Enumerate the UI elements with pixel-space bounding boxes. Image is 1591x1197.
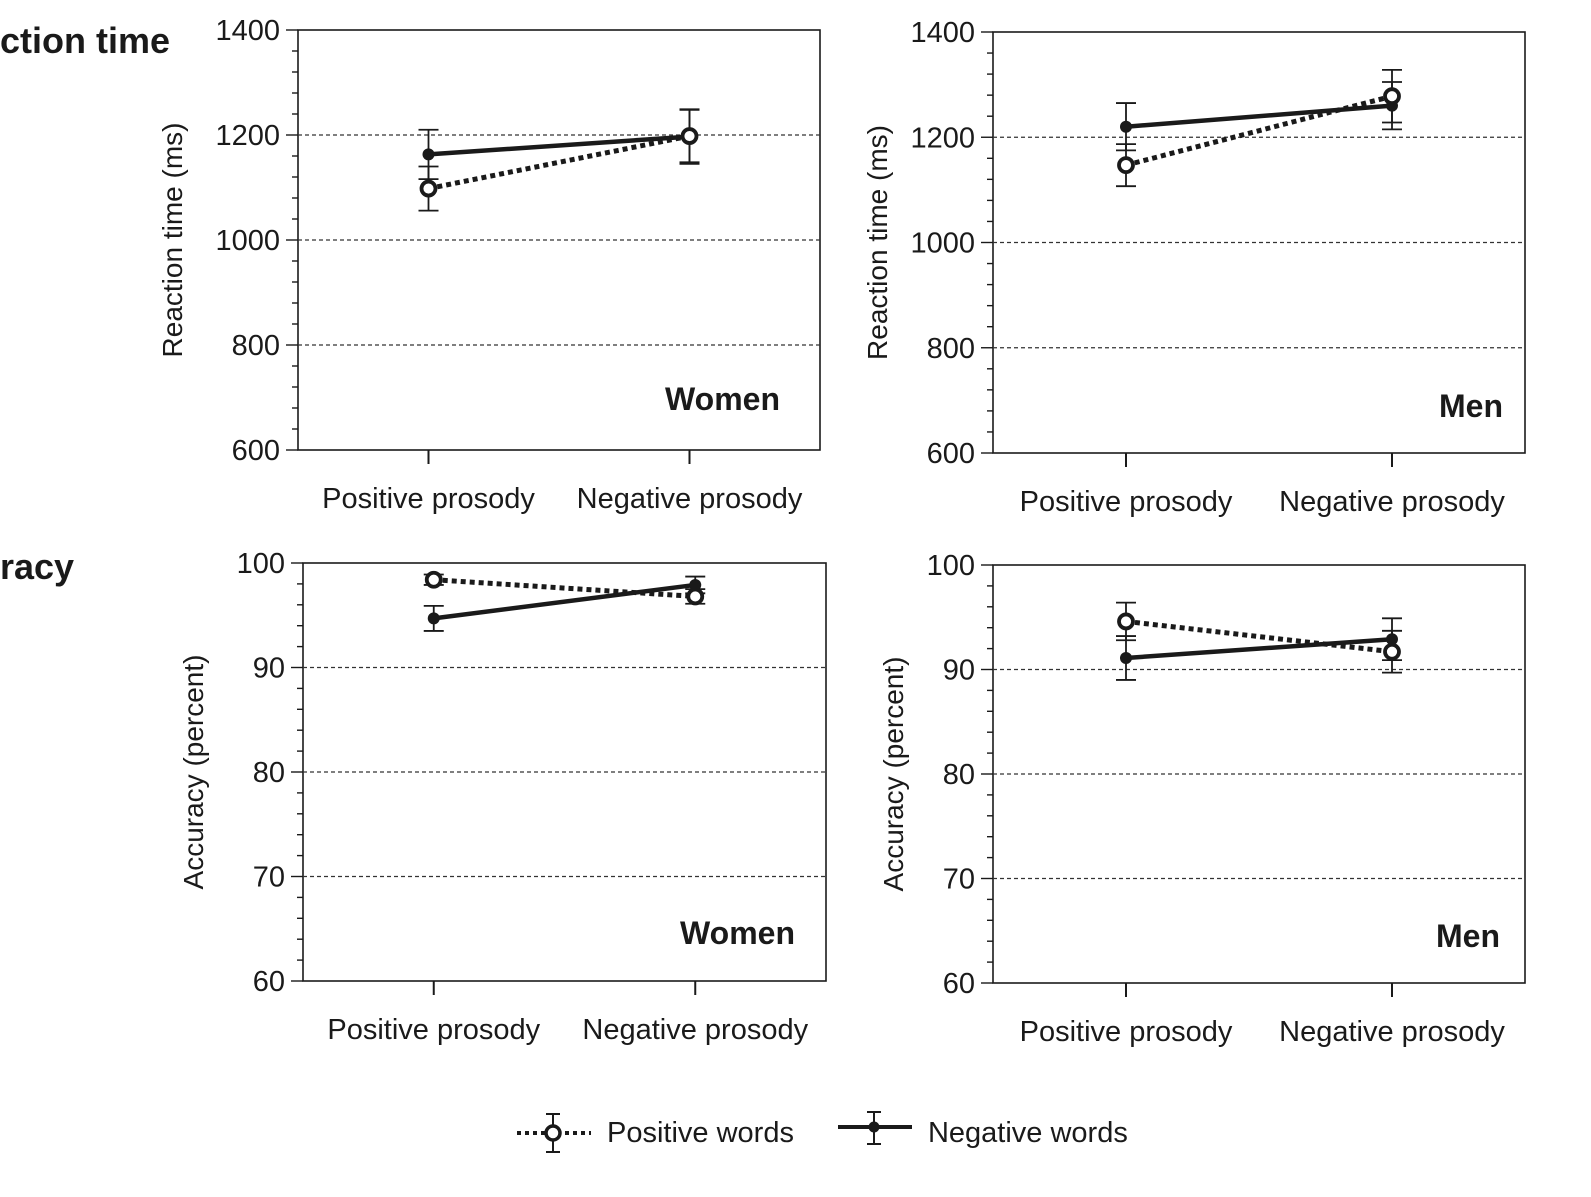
- chart-panel-3: [981, 564, 1526, 997]
- y-tick-label: 1000: [215, 225, 280, 257]
- data-point-negative-words: [422, 148, 435, 161]
- chart-panel-2: [291, 562, 827, 995]
- y-tick-label: 70: [943, 864, 975, 896]
- y-tick-label: 600: [927, 438, 975, 470]
- row-label-accuracy: racy: [0, 546, 75, 587]
- y-tick-label: 100: [237, 548, 285, 580]
- y-tick-label: 800: [232, 330, 280, 362]
- y-tick-label: 1400: [215, 15, 280, 47]
- y-tick-label: 1200: [215, 120, 280, 152]
- y-tick-label: 60: [253, 966, 285, 998]
- legend-item-negative-words: Negative words: [836, 1111, 1128, 1155]
- chart-legend: Positive words Negative words: [515, 1108, 1170, 1158]
- legend-item-positive-words: Positive words: [515, 1111, 794, 1155]
- y-axis-label: Accuracy (percent): [178, 655, 209, 890]
- y-tick-label: 100: [927, 550, 975, 582]
- series-line-negative-words: [1125, 103, 1393, 129]
- series-line-negative-words: [1125, 636, 1393, 661]
- x-tick-label: Positive prosody: [322, 483, 535, 515]
- y-axis-label: Accuracy (percent): [878, 657, 909, 892]
- series-line-positive-words: [1125, 93, 1393, 168]
- y-axis-label: Reaction time (ms): [862, 125, 893, 360]
- panel-title: Men: [1436, 918, 1500, 954]
- data-point-positive-words: [424, 570, 443, 589]
- y-tick-label: 70: [253, 862, 285, 894]
- y-tick-label: 800: [927, 333, 975, 365]
- legend-label-negative-words: Negative words: [927, 1116, 1128, 1149]
- data-point-positive-words: [1383, 87, 1401, 106]
- x-tick-label: Negative prosody: [1279, 1016, 1505, 1048]
- y-tick-label: 80: [943, 759, 975, 791]
- chart-panel-0: [286, 29, 821, 464]
- x-tick-label: Negative prosody: [577, 483, 803, 515]
- data-point-negative-words: [1120, 120, 1132, 133]
- data-point-negative-words: [1120, 652, 1132, 665]
- x-tick-label: Negative prosody: [582, 1014, 808, 1046]
- y-tick-label: 90: [253, 653, 285, 685]
- data-point-positive-words: [1383, 642, 1401, 661]
- legend-swatch-negative-words: [837, 1111, 912, 1145]
- x-tick-label: Positive prosody: [1020, 486, 1233, 518]
- y-tick-label: 1400: [910, 17, 975, 49]
- x-tick-label: Negative prosody: [1279, 486, 1505, 518]
- legend-label-positive-words: Positive words: [607, 1116, 794, 1149]
- data-point-negative-words: [427, 612, 440, 625]
- series-line-negative-words: [433, 582, 696, 621]
- panel-title: Women: [680, 915, 795, 951]
- data-point-positive-words: [419, 179, 438, 198]
- data-point-positive-words: [680, 127, 699, 145]
- legend-swatch-positive-words: [517, 1113, 591, 1153]
- chart-panel-1: [981, 31, 1526, 467]
- panel-title: Women: [665, 381, 780, 417]
- x-tick-label: Positive prosody: [327, 1014, 540, 1046]
- x-tick-label: Positive prosody: [1020, 1016, 1233, 1048]
- y-tick-label: 1200: [910, 122, 975, 154]
- series-line-positive-words: [433, 577, 696, 599]
- y-tick-label: 600: [232, 435, 280, 467]
- row-label-reaction-time: ction time: [0, 20, 171, 61]
- panel-title: Men: [1439, 388, 1503, 424]
- data-point-negative-words: [689, 578, 702, 591]
- series-line-negative-words: [428, 134, 690, 157]
- data-point-positive-words: [1117, 156, 1135, 175]
- y-tick-label: 90: [943, 655, 975, 687]
- data-point-negative-words: [1386, 633, 1398, 646]
- y-tick-label: 60: [943, 968, 975, 1000]
- y-tick-label: 80: [253, 757, 285, 789]
- data-point-positive-words: [686, 587, 705, 606]
- data-point-positive-words: [1117, 612, 1135, 631]
- y-axis-label: Reaction time (ms): [157, 123, 188, 358]
- y-tick-label: 1000: [910, 228, 975, 260]
